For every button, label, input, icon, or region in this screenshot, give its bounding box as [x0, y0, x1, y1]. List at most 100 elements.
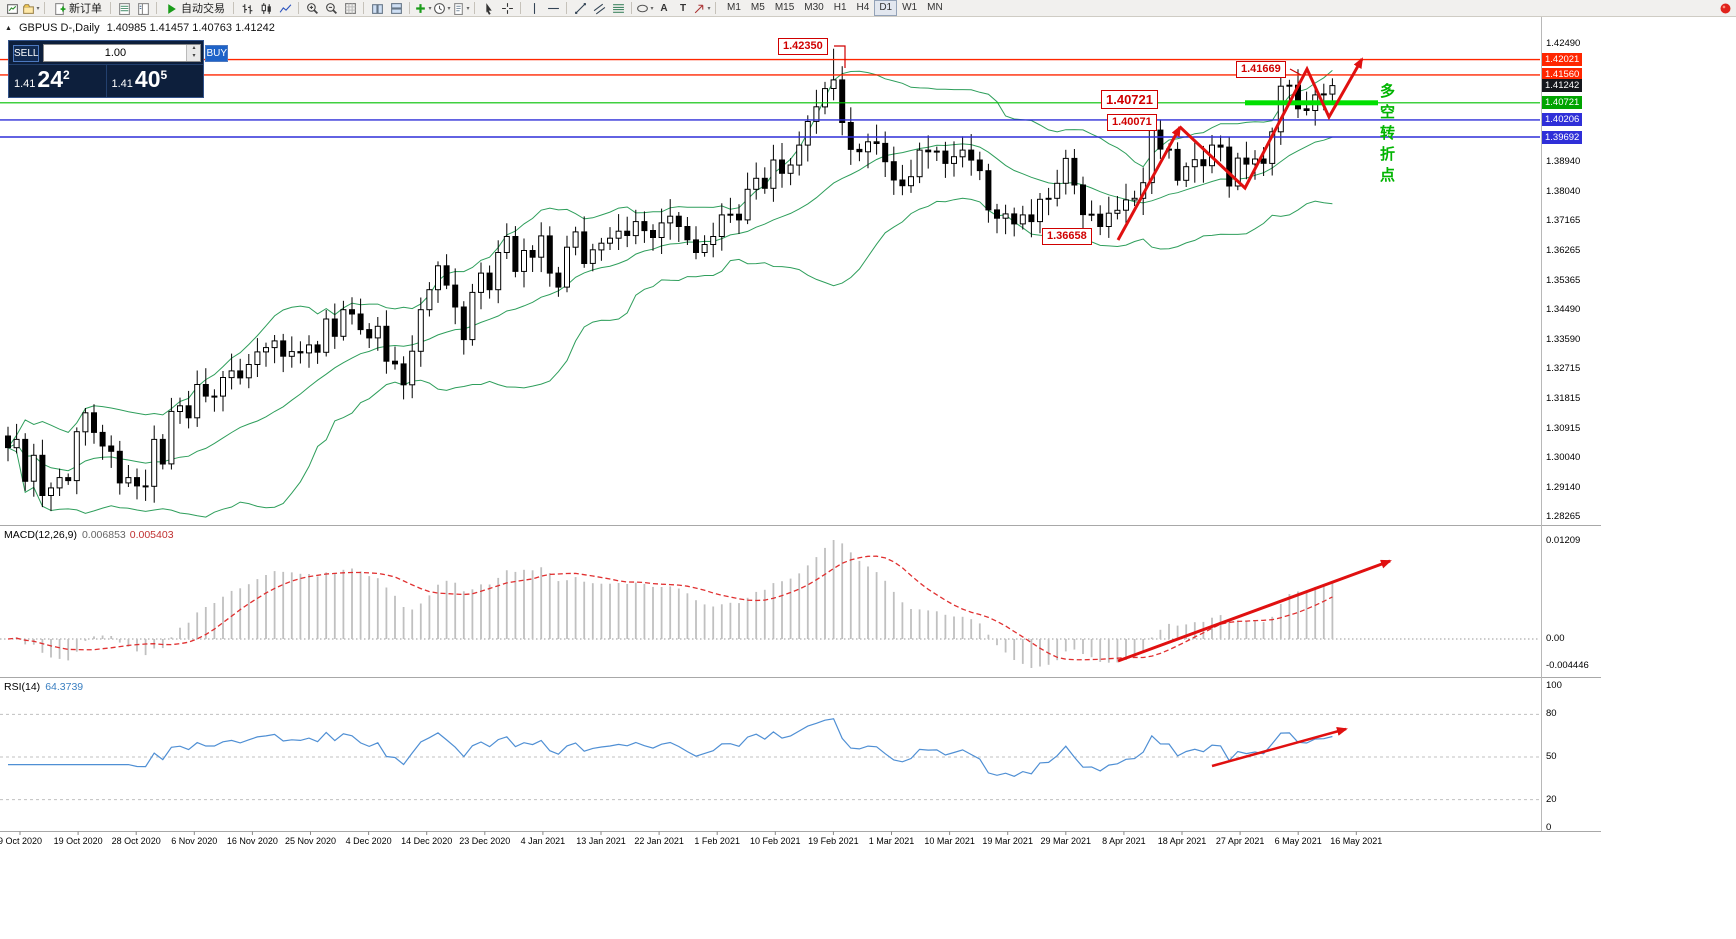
sell-button[interactable]: SELL [13, 44, 40, 62]
timeframe-button-m15[interactable]: M15 [774, 2, 795, 13]
arrows-icon-glyph [695, 4, 704, 13]
dropdown-caret-icon: ▾ [428, 5, 432, 12]
dropdown-caret-icon: ▾ [650, 5, 654, 12]
volume-up-button[interactable]: ▴ [192, 45, 196, 51]
fibonacci-icon[interactable] [609, 1, 627, 16]
tile-windows-icon[interactable] [368, 1, 386, 16]
market-watch-icon[interactable] [115, 1, 133, 16]
price-axis-label: 1.28265 [1546, 511, 1581, 522]
bar-chart-icon[interactable] [238, 1, 256, 16]
swing-high-label[interactable]: 1.41669 [1236, 61, 1286, 78]
autotrading-button[interactable]: 自动交易 [161, 1, 229, 16]
sell-price[interactable]: 1.41242 [14, 66, 70, 92]
rsi-axis-label: 80 [1546, 708, 1557, 720]
toolbar-separator [409, 2, 410, 14]
shapes-icon[interactable]: ▾ [636, 1, 654, 16]
volume-field: ▴ ▾ [43, 44, 202, 62]
channel-icon[interactable] [590, 1, 608, 16]
date-axis-label: 28 Oct 2020 [111, 836, 161, 846]
horizontal-line-icon[interactable] [544, 1, 562, 16]
timeframe-button-m5[interactable]: M5 [750, 2, 765, 13]
price-badge-current: 1.41242 [1542, 78, 1583, 92]
vertical-line-icon[interactable] [525, 1, 543, 16]
indicators-icon[interactable]: ▾ [414, 1, 432, 16]
timeframe-button-d1[interactable]: D1 [874, 0, 898, 16]
candlestick-chart-icon-glyph [261, 2, 271, 14]
price-badge-resistance: 1.42021 [1542, 53, 1583, 67]
rsi-axis-label: 0 [1546, 822, 1552, 833]
toolbar-separator [156, 2, 157, 14]
notifications-icon[interactable] [1717, 1, 1733, 16]
cascade-windows-icon[interactable] [387, 1, 405, 16]
date-axis-label: 22 Jan 2021 [634, 836, 684, 846]
timeframe-button-m1[interactable]: M1 [727, 2, 741, 13]
buy-price[interactable]: 1.41405 [105, 65, 204, 97]
toolbar-separator [631, 2, 632, 14]
rsi-axis-label: 20 [1546, 793, 1557, 805]
label-icon[interactable]: T [674, 1, 692, 16]
new-chart-icon[interactable] [3, 1, 21, 16]
crosshair-icon-glyph [501, 2, 513, 14]
price-axis-label: 1.35365 [1546, 274, 1581, 286]
rsi-axis-label: 100 [1546, 680, 1562, 691]
market-watch-icon-glyph [118, 2, 130, 15]
label-icon-glyph: T [679, 2, 687, 14]
templates-icon[interactable]: ▾ [452, 1, 470, 16]
zoom-out-icon[interactable] [322, 1, 340, 16]
vertical-line-icon-glyph [533, 2, 535, 14]
candlestick-chart-icon[interactable] [257, 1, 275, 16]
date-axis-label: 8 Apr 2021 [1102, 836, 1146, 846]
price-axis[interactable]: 1.42490 1.38940 1.38040 1.37165 1.36265 1.353… [1542, 0, 1736, 939]
price-axis-label: 1.42490 [1546, 38, 1581, 49]
timeframe-button-mn[interactable]: MN [927, 2, 943, 13]
date-axis-label: 16 May 2021 [1330, 836, 1383, 846]
line-chart-icon-glyph [279, 3, 291, 13]
navigator-icon[interactable] [134, 1, 152, 16]
price-axis-label: 1.29140 [1546, 481, 1581, 493]
toolbar-separator [44, 2, 45, 14]
price-axis-label: 1.30915 [1546, 422, 1581, 434]
date-axis-label: 10 Mar 2021 [924, 836, 975, 846]
grid-icon[interactable] [341, 1, 359, 16]
arrows-icon[interactable]: ▾ [693, 1, 711, 16]
zoom-in-icon[interactable] [303, 1, 321, 16]
price-badge-resistance: 1.41560 [1542, 68, 1583, 82]
swing-low-label[interactable]: 1.36658 [1042, 228, 1092, 245]
trendline-icon[interactable] [571, 1, 589, 16]
toolbar-separator [363, 2, 364, 14]
date-axis-label: 25 Nov 2020 [284, 836, 337, 846]
tile-windows-icon-glyph [371, 3, 383, 14]
timeframe-button-m30[interactable]: M30 [804, 2, 824, 13]
new-chart-icon-glyph [6, 3, 18, 14]
timeframe-button-h4[interactable]: H4 [856, 2, 870, 13]
collapse-trade-panel-icon[interactable]: ▲ [5, 24, 12, 32]
support-price-label[interactable]: 1.40071 [1107, 114, 1157, 131]
volume-down-button[interactable]: ▾ [192, 53, 196, 59]
chart-plot-area[interactable] [0, 17, 1540, 831]
crosshair-icon[interactable] [498, 1, 516, 16]
price-axis-label: 1.38940 [1546, 156, 1581, 168]
new-order-button[interactable]: 新订单 [49, 1, 106, 16]
text-icon[interactable]: A [655, 1, 673, 16]
macd-axis-max-label: 0.01209 [1546, 535, 1581, 546]
timeframe-button-h1[interactable]: H1 [833, 2, 847, 13]
peak-price-label[interactable]: 1.42350 [778, 38, 828, 55]
pivot-price-label[interactable]: 1.40721 [1101, 90, 1158, 109]
volume-input[interactable] [44, 45, 187, 61]
periods-icon[interactable]: ▾ [433, 1, 451, 16]
date-axis-label: 19 Oct 2020 [53, 836, 103, 846]
date-axis[interactable]: 9 Oct 2020 19 Oct 2020 28 Oct 2020 6 Nov 20… [0, 831, 1620, 853]
bar-chart-icon-glyph [242, 3, 252, 14]
date-axis-label: 19 Mar 2021 [982, 836, 1033, 846]
profiles-icon[interactable]: ▾ [22, 1, 40, 16]
timeframe-button-w1[interactable]: W1 [902, 2, 918, 13]
pivot-note-label[interactable]: 多空转折点 [1380, 83, 1398, 184]
date-axis-label: 1 Feb 2021 [694, 836, 740, 846]
line-chart-icon[interactable] [276, 1, 294, 16]
price-badge-pivot: 1.40721 [1542, 96, 1583, 110]
date-axis-label: 19 Feb 2021 [808, 836, 859, 846]
buy-button[interactable]: BUY [205, 44, 229, 62]
cursor-icon[interactable] [479, 1, 497, 16]
price-badge-support: 1.39692 [1542, 130, 1583, 144]
periods-icon-glyph [434, 2, 446, 14]
